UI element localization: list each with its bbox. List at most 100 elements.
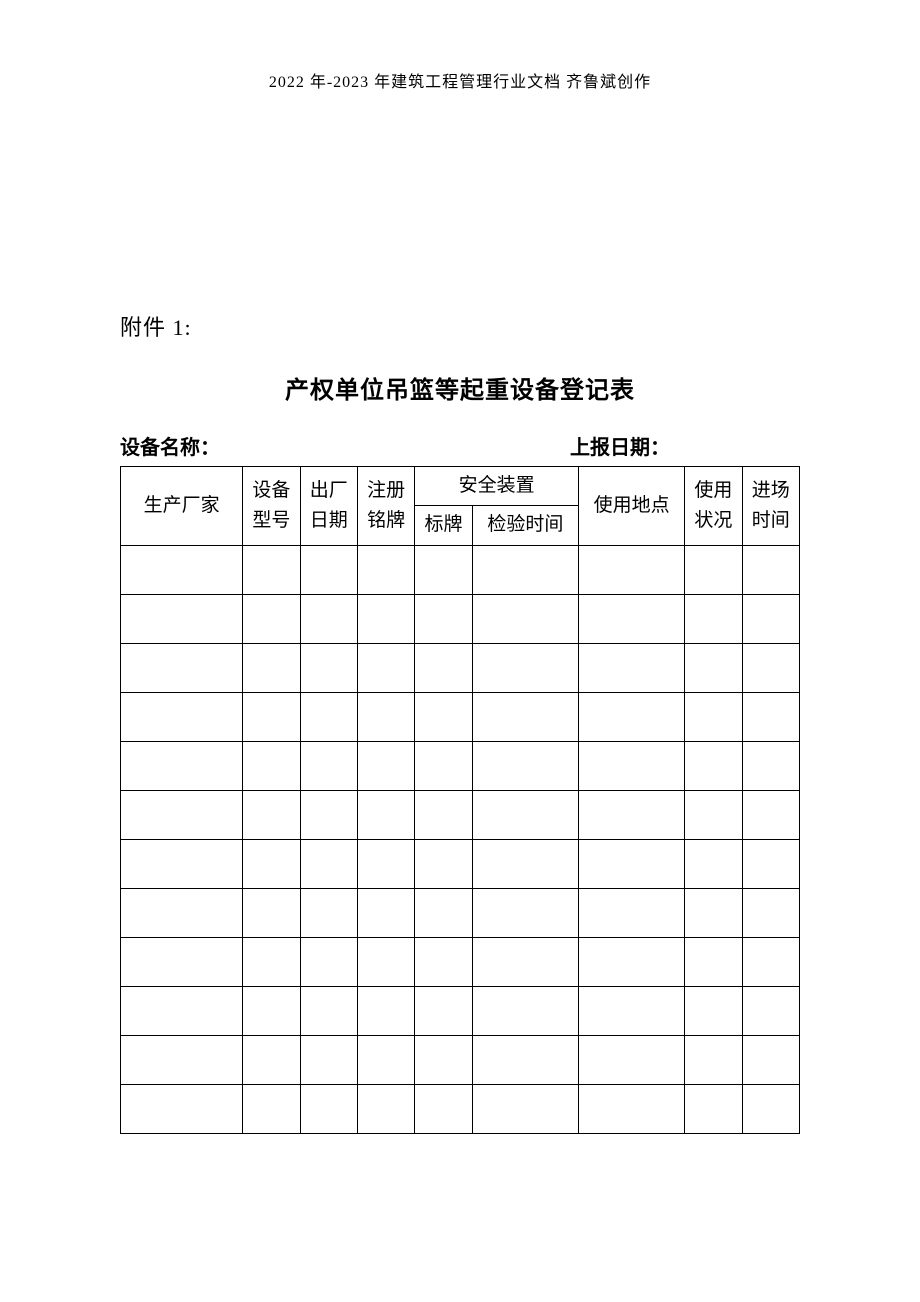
table-cell <box>121 1084 243 1133</box>
table-cell <box>685 888 742 937</box>
table-cell <box>243 1035 300 1084</box>
table-cell <box>742 545 799 594</box>
table-cell <box>300 741 357 790</box>
table-cell <box>415 888 472 937</box>
table-cell <box>357 692 414 741</box>
table-cell <box>415 1084 472 1133</box>
table-cell <box>357 643 414 692</box>
table-cell <box>243 790 300 839</box>
table-cell <box>685 986 742 1035</box>
table-cell <box>685 839 742 888</box>
table-cell <box>472 888 578 937</box>
document-content: 附件 1: 产权单位吊篮等起重设备登记表 设备名称： 上报日期： 生产厂家 设备… <box>0 92 920 1134</box>
table-cell <box>685 790 742 839</box>
table-cell <box>357 1035 414 1084</box>
table-cell <box>357 545 414 594</box>
table-cell <box>357 986 414 1035</box>
table-row <box>121 839 800 888</box>
table-cell <box>243 545 300 594</box>
table-row <box>121 545 800 594</box>
table-cell <box>243 594 300 643</box>
table-cell <box>578 1035 684 1084</box>
table-cell <box>415 937 472 986</box>
table-cell <box>578 594 684 643</box>
table-cell <box>472 545 578 594</box>
table-cell <box>685 1035 742 1084</box>
table-cell <box>300 888 357 937</box>
table-cell <box>121 594 243 643</box>
table-cell <box>415 545 472 594</box>
table-cell <box>415 1035 472 1084</box>
table-cell <box>300 1084 357 1133</box>
table-cell <box>472 741 578 790</box>
table-cell <box>243 692 300 741</box>
table-cell <box>357 888 414 937</box>
table-cell <box>243 1084 300 1133</box>
table-cell <box>300 839 357 888</box>
table-cell <box>742 986 799 1035</box>
table-cell <box>121 790 243 839</box>
table-cell <box>243 888 300 937</box>
table-row <box>121 937 800 986</box>
table-cell <box>472 937 578 986</box>
col-registration: 注册铭牌 <box>357 467 414 546</box>
table-cell <box>121 545 243 594</box>
table-row <box>121 1084 800 1133</box>
table-cell <box>578 888 684 937</box>
table-row <box>121 888 800 937</box>
table-cell <box>742 1035 799 1084</box>
table-cell <box>415 594 472 643</box>
table-cell <box>121 839 243 888</box>
col-usage-status: 使用状况 <box>685 467 742 546</box>
equipment-name-label: 设备名称： <box>120 431 570 460</box>
table-cell <box>243 839 300 888</box>
table-cell <box>578 692 684 741</box>
table-cell <box>121 741 243 790</box>
table-cell <box>742 1084 799 1133</box>
report-date-label: 上报日期： <box>570 431 670 460</box>
col-inspection-time: 检验时间 <box>472 506 578 545</box>
attachment-label: 附件 1: <box>120 310 800 342</box>
table-cell <box>685 643 742 692</box>
table-cell <box>742 937 799 986</box>
table-cell <box>300 692 357 741</box>
table-cell <box>742 741 799 790</box>
table-cell <box>742 790 799 839</box>
table-header: 生产厂家 设备型号 出厂日期 注册铭牌 安全装置 使用地点 使用状况 进场时间 … <box>121 467 800 546</box>
table-cell <box>415 643 472 692</box>
table-cell <box>472 986 578 1035</box>
table-cell <box>472 692 578 741</box>
table-cell <box>300 643 357 692</box>
col-tag: 标牌 <box>415 506 472 545</box>
table-cell <box>578 643 684 692</box>
table-cell <box>472 1035 578 1084</box>
table-cell <box>578 1084 684 1133</box>
table-cell <box>243 643 300 692</box>
table-cell <box>121 888 243 937</box>
table-cell <box>121 937 243 986</box>
col-manufacturer: 生产厂家 <box>121 467 243 546</box>
table-cell <box>300 594 357 643</box>
table-cell <box>415 741 472 790</box>
table-row <box>121 594 800 643</box>
col-safety-device: 安全装置 <box>415 467 579 506</box>
col-entry-time: 进场时间 <box>742 467 799 546</box>
table-cell <box>300 545 357 594</box>
table-cell <box>742 839 799 888</box>
page-header: 2022 年-2023 年建筑工程管理行业文档 齐鲁斌创作 <box>0 0 920 92</box>
table-cell <box>578 986 684 1035</box>
table-cell <box>742 594 799 643</box>
table-cell <box>415 692 472 741</box>
table-cell <box>685 937 742 986</box>
table-row <box>121 643 800 692</box>
registration-table: 生产厂家 设备型号 出厂日期 注册铭牌 安全装置 使用地点 使用状况 进场时间 … <box>120 466 800 1134</box>
table-cell <box>685 692 742 741</box>
col-factory-date: 出厂日期 <box>300 467 357 546</box>
table-cell <box>243 986 300 1035</box>
table-cell <box>243 741 300 790</box>
table-cell <box>578 545 684 594</box>
table-cell <box>472 790 578 839</box>
table-cell <box>472 643 578 692</box>
table-cell <box>742 692 799 741</box>
col-model: 设备型号 <box>243 467 300 546</box>
